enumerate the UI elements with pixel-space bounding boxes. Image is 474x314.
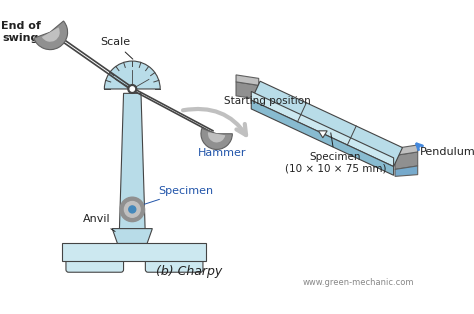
Circle shape [124,202,140,217]
Polygon shape [251,81,402,166]
Text: Pendulum: Pendulum [419,147,474,157]
Polygon shape [251,91,393,166]
Polygon shape [319,131,327,138]
Text: www.green-mechanic.com: www.green-mechanic.com [302,278,414,287]
Circle shape [120,197,145,222]
Text: Scale: Scale [100,37,133,59]
Text: Specimen
(10 × 10 × 75 mm): Specimen (10 × 10 × 75 mm) [285,133,386,174]
Wedge shape [42,27,60,42]
Polygon shape [236,75,259,85]
Wedge shape [208,132,225,143]
Circle shape [128,84,137,93]
Polygon shape [251,100,393,175]
Text: Starting position: Starting position [224,96,310,106]
Polygon shape [395,145,418,155]
Polygon shape [63,243,207,261]
Polygon shape [112,229,152,243]
Wedge shape [201,128,232,149]
FancyBboxPatch shape [66,254,124,272]
FancyBboxPatch shape [146,254,203,272]
Polygon shape [395,166,418,176]
Polygon shape [395,152,418,169]
Polygon shape [119,93,146,237]
Wedge shape [104,61,160,89]
Text: End of
swing: End of swing [0,21,40,43]
Text: Specimen: Specimen [142,186,214,205]
Circle shape [130,87,135,91]
Text: (b) Charpy: (b) Charpy [156,265,222,278]
Circle shape [129,206,136,213]
Text: Anvil: Anvil [82,214,115,231]
Text: Hammer: Hammer [198,148,246,158]
Wedge shape [34,21,68,50]
Polygon shape [236,82,259,99]
